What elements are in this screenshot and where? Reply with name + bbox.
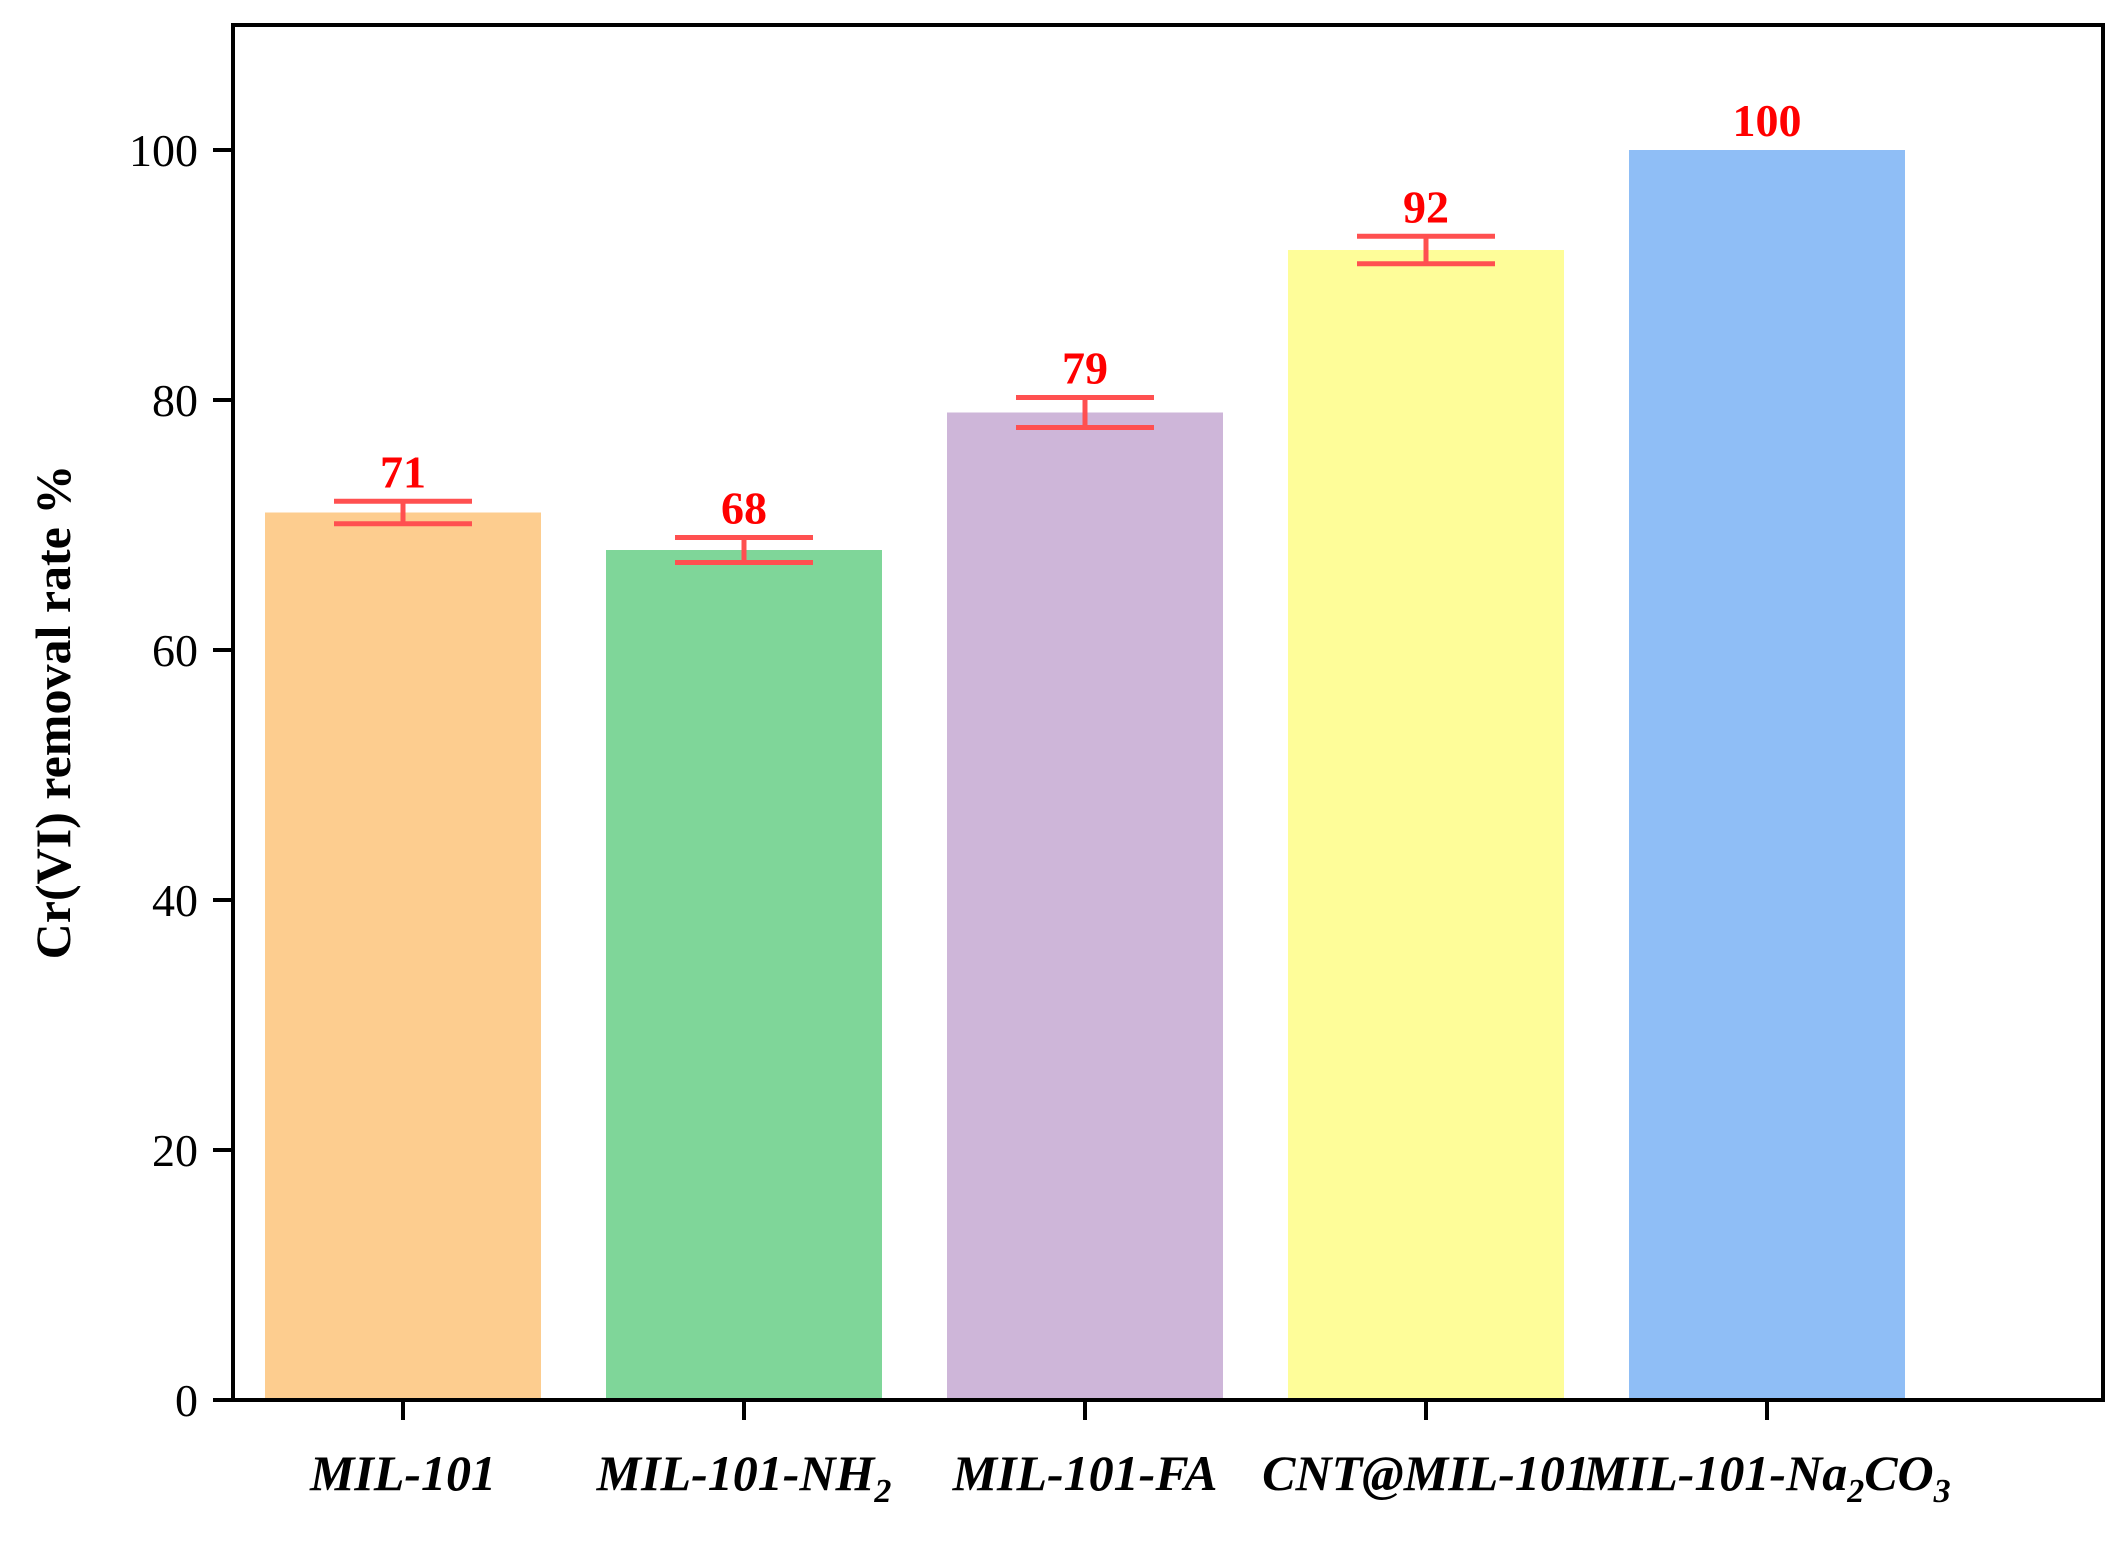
data-label: 92 xyxy=(1403,181,1449,232)
plot-frame xyxy=(231,23,2105,1402)
bars-layer xyxy=(265,150,1905,1400)
x-axis: MIL-101 MIL-101-NH2 MIL-101-FA CNT@MIL-101M… xyxy=(309,1400,1951,1510)
bar xyxy=(265,512,541,1400)
x-tick-label: MIL-101-NH2 xyxy=(596,1445,892,1510)
y-tick-label: 40 xyxy=(152,875,198,926)
bar xyxy=(606,550,882,1400)
data-label: 68 xyxy=(721,483,767,534)
data-labels-layer: 71 68 79 92 100 xyxy=(380,95,1802,534)
error-bars-layer xyxy=(334,233,1495,565)
y-axis: 0 20 40 60 80 100 xyxy=(129,125,233,1426)
y-tick-label: 0 xyxy=(175,1375,198,1426)
y-tick-label: 100 xyxy=(129,125,198,176)
x-tick-label: MIL-101 xyxy=(309,1445,496,1501)
y-tick-label: 80 xyxy=(152,375,198,426)
x-tick-label: MIL-101-Na2CO3 xyxy=(1582,1445,1950,1510)
y-tick-label: 60 xyxy=(152,625,198,676)
bar xyxy=(1629,150,1905,1400)
y-axis-label: Cr(VI) removal rate % xyxy=(25,465,81,960)
data-label: 100 xyxy=(1733,95,1802,146)
error-bar xyxy=(675,535,813,565)
error-bar xyxy=(334,498,472,527)
y-tick-label: 20 xyxy=(152,1125,198,1176)
bar xyxy=(947,412,1223,1400)
data-label: 79 xyxy=(1062,343,1108,394)
error-bar xyxy=(1016,395,1154,430)
x-tick-label: MIL-101-FA xyxy=(952,1445,1218,1501)
bar xyxy=(1288,250,1564,1400)
error-bar xyxy=(1357,233,1495,267)
data-label: 71 xyxy=(380,446,426,497)
x-tick-label: CNT@MIL-101 xyxy=(1262,1445,1590,1501)
